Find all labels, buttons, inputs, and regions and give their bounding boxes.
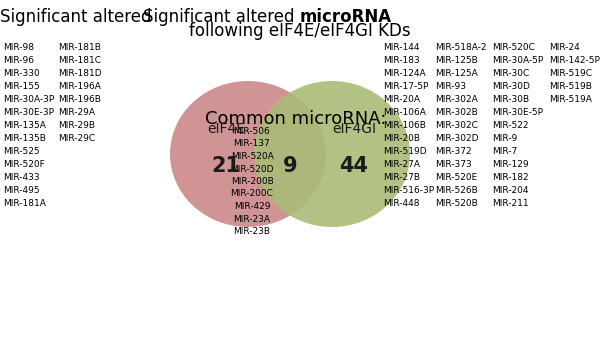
Text: MIR-30A-5P: MIR-30A-5P <box>492 56 543 65</box>
Ellipse shape <box>170 81 326 227</box>
Text: MIR-30C: MIR-30C <box>492 69 529 78</box>
Text: MIR-373: MIR-373 <box>435 160 472 169</box>
Text: 21: 21 <box>212 156 241 176</box>
Text: 44: 44 <box>340 156 368 176</box>
Text: MIR-519C: MIR-519C <box>549 69 592 78</box>
Text: MIR-526B: MIR-526B <box>435 186 478 195</box>
Text: MIR-181D: MIR-181D <box>58 69 101 78</box>
Text: MIR-302A: MIR-302A <box>435 95 478 104</box>
Text: MIR-506: MIR-506 <box>233 127 271 136</box>
Text: MIR-29C: MIR-29C <box>58 134 95 143</box>
Text: eIF4E: eIF4E <box>207 122 245 136</box>
Text: Common microRNA:: Common microRNA: <box>205 110 386 128</box>
Text: MIR-520A: MIR-520A <box>230 152 274 161</box>
Text: MIR-98: MIR-98 <box>3 43 34 52</box>
Text: MIR-519B: MIR-519B <box>549 82 592 91</box>
Text: MIR-520E: MIR-520E <box>435 173 477 182</box>
Text: MIR-30A-3P: MIR-30A-3P <box>3 95 54 104</box>
Text: MIR-129: MIR-129 <box>492 160 529 169</box>
Text: eIF4GI: eIF4GI <box>332 122 376 136</box>
Text: MIR-106A: MIR-106A <box>383 108 426 117</box>
Text: MIR-144: MIR-144 <box>383 43 419 52</box>
Text: MIR-519A: MIR-519A <box>549 95 592 104</box>
Text: MIR-302D: MIR-302D <box>435 134 479 143</box>
Text: MIR-200B: MIR-200B <box>230 177 274 186</box>
Text: MIR-29B: MIR-29B <box>58 121 95 130</box>
Text: MIR-30E-5P: MIR-30E-5P <box>492 108 543 117</box>
Text: MIR-520F: MIR-520F <box>3 160 45 169</box>
Text: MIR-142-5P: MIR-142-5P <box>549 56 600 65</box>
Text: MIR-520B: MIR-520B <box>435 199 478 208</box>
Text: MIR-211: MIR-211 <box>492 199 529 208</box>
Text: MIR-429: MIR-429 <box>234 202 270 211</box>
Text: MIR-520C: MIR-520C <box>492 43 535 52</box>
Text: MIR-93: MIR-93 <box>435 82 466 91</box>
Text: MIR-183: MIR-183 <box>383 56 420 65</box>
Text: MIR-372: MIR-372 <box>435 147 472 156</box>
Text: MIR-302B: MIR-302B <box>435 108 478 117</box>
Text: MIR-30B: MIR-30B <box>492 95 529 104</box>
Text: MIR-20B: MIR-20B <box>383 134 420 143</box>
Text: MIR-7: MIR-7 <box>492 147 517 156</box>
Text: MIR-448: MIR-448 <box>383 199 419 208</box>
Text: MIR-516-3P: MIR-516-3P <box>383 186 434 195</box>
Text: MIR-520D: MIR-520D <box>230 164 274 173</box>
Text: MIR-23A: MIR-23A <box>233 215 271 224</box>
Ellipse shape <box>254 81 410 227</box>
Text: MIR-204: MIR-204 <box>492 186 529 195</box>
Text: MIR-155: MIR-155 <box>3 82 40 91</box>
Text: MIR-20A: MIR-20A <box>383 95 420 104</box>
Text: MIR-30D: MIR-30D <box>492 82 530 91</box>
Text: following eIF4E/eIF4GI KDs: following eIF4E/eIF4GI KDs <box>189 22 411 40</box>
Text: MIR-27A: MIR-27A <box>383 160 420 169</box>
Text: MIR-135B: MIR-135B <box>3 134 46 143</box>
Text: MIR-106B: MIR-106B <box>383 121 426 130</box>
Text: MIR-181C: MIR-181C <box>58 56 101 65</box>
Text: MIR-124A: MIR-124A <box>383 69 425 78</box>
Text: MIR-96: MIR-96 <box>3 56 34 65</box>
Text: Significant altered: Significant altered <box>143 8 300 26</box>
Text: MIR-24: MIR-24 <box>549 43 580 52</box>
Text: Significant altered: Significant altered <box>0 8 157 26</box>
Text: MIR-433: MIR-433 <box>3 173 40 182</box>
Text: MIR-330: MIR-330 <box>3 69 40 78</box>
Text: MIR-522: MIR-522 <box>492 121 529 130</box>
Text: MIR-182: MIR-182 <box>492 173 529 182</box>
Text: MIR-196B: MIR-196B <box>58 95 101 104</box>
Text: microRNA: microRNA <box>300 8 392 26</box>
Text: MIR-125A: MIR-125A <box>435 69 478 78</box>
Text: MIR-23B: MIR-23B <box>233 227 271 236</box>
Text: MIR-135A: MIR-135A <box>3 121 46 130</box>
Text: MIR-181A: MIR-181A <box>3 199 46 208</box>
Text: MIR-495: MIR-495 <box>3 186 40 195</box>
Text: MIR-519D: MIR-519D <box>383 147 427 156</box>
Text: MIR-196A: MIR-196A <box>58 82 101 91</box>
Text: MIR-17-5P: MIR-17-5P <box>383 82 428 91</box>
Text: MIR-27B: MIR-27B <box>383 173 420 182</box>
Text: MIR-302C: MIR-302C <box>435 121 478 130</box>
Text: MIR-525: MIR-525 <box>3 147 40 156</box>
Text: MIR-29A: MIR-29A <box>58 108 95 117</box>
Text: MIR-518A-2: MIR-518A-2 <box>435 43 487 52</box>
Text: MIR-30E-3P: MIR-30E-3P <box>3 108 54 117</box>
Text: MIR-125B: MIR-125B <box>435 56 478 65</box>
Text: MIR-137: MIR-137 <box>233 139 271 148</box>
Text: MIR-181B: MIR-181B <box>58 43 101 52</box>
Text: 9: 9 <box>283 156 298 176</box>
Text: MIR-200C: MIR-200C <box>230 190 274 199</box>
Text: MIR-9: MIR-9 <box>492 134 517 143</box>
